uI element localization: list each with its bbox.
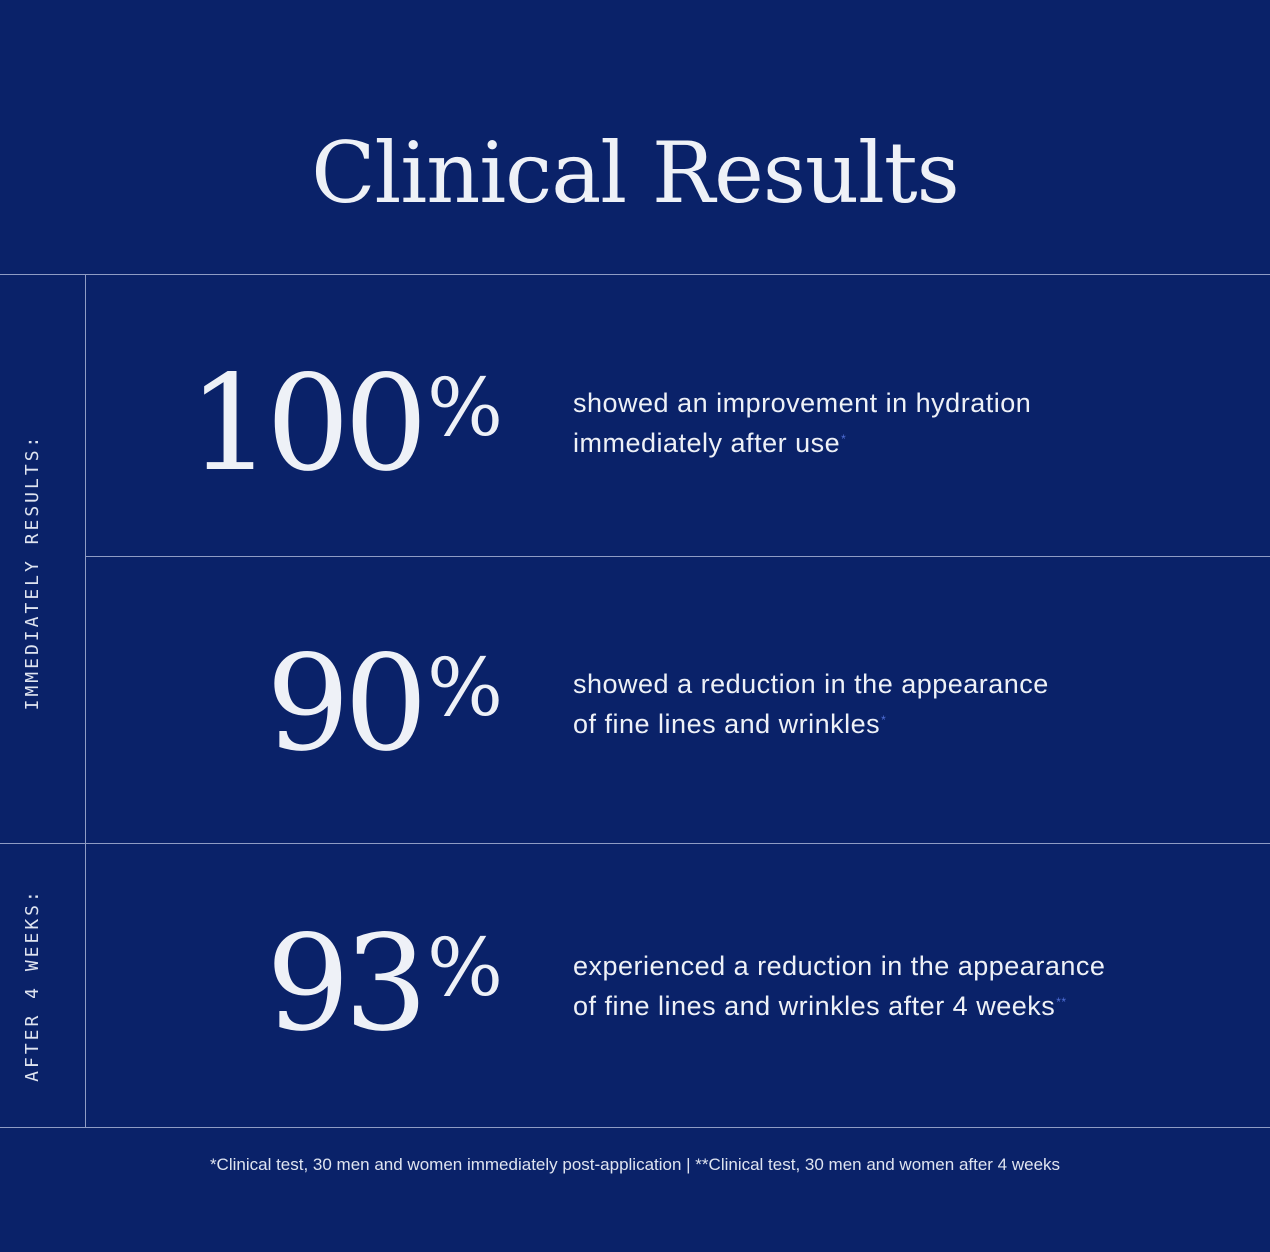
divider-section — [0, 843, 1270, 844]
footnote-marker: ** — [1056, 995, 1067, 1009]
percent-sign: % — [427, 921, 504, 1014]
percent-sign: % — [427, 361, 504, 454]
divider-top — [0, 274, 1270, 275]
stat-description: experienced a reduction in the appearanc… — [573, 946, 1105, 1026]
description-line: of fine lines and wrinkles — [573, 709, 881, 739]
description-line: of fine lines and wrinkles after 4 weeks — [573, 991, 1056, 1021]
footnote-marker: * — [881, 713, 887, 727]
divider-bottom — [0, 1127, 1270, 1128]
section-label-immediate: IMMEDIATELY RESULTS: — [22, 433, 43, 711]
section-label-after-4-weeks: AFTER 4 WEEKS: — [22, 888, 43, 1082]
divider-vertical — [85, 275, 86, 1127]
description-line: showed a reduction in the appearance — [573, 669, 1049, 699]
description-line: experienced a reduction in the appearanc… — [573, 951, 1106, 981]
stat-number: 93 — [266, 907, 428, 1061]
stat-description: showed a reduction in the appearance of … — [573, 664, 1049, 744]
description-line: showed an improvement in hydration — [573, 388, 1032, 418]
footnote-marker: * — [841, 432, 847, 446]
percent-sign: % — [427, 641, 504, 734]
footnote: *Clinical test, 30 men and women immedia… — [209, 1155, 1061, 1174]
divider-row-1 — [86, 556, 1270, 557]
page-title: Clinical Results — [311, 124, 960, 222]
stat-number: 100 — [188, 347, 428, 501]
stat-number: 90 — [266, 627, 428, 781]
description-line: immediately after use — [573, 428, 841, 458]
stat-description: showed an improvement in hydration immed… — [573, 383, 1031, 463]
